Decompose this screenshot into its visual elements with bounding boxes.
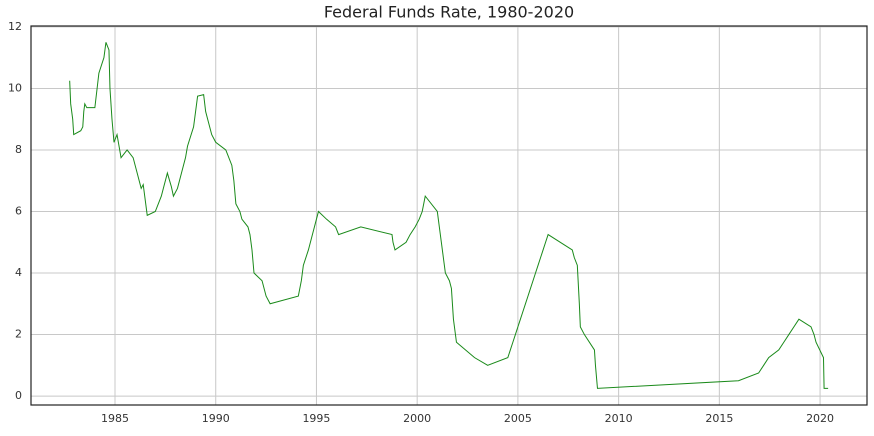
y-tick-label: 10 xyxy=(8,81,22,94)
x-tick-label: 2010 xyxy=(605,412,633,425)
x-tick-label: 2000 xyxy=(403,412,431,425)
x-tick-label: 1995 xyxy=(302,412,330,425)
y-tick-label: 0 xyxy=(15,389,22,402)
y-tick-label: 6 xyxy=(15,205,22,218)
x-tick-label: 2015 xyxy=(705,412,733,425)
x-tick-label: 1985 xyxy=(101,412,129,425)
chart-title: Federal Funds Rate, 1980-2020 xyxy=(324,3,574,22)
plot-frame xyxy=(30,25,868,406)
x-tick-label: 2020 xyxy=(806,412,834,425)
x-tick-label: 2005 xyxy=(504,412,532,425)
y-tick-label: 4 xyxy=(15,266,22,279)
y-tick-label: 8 xyxy=(15,143,22,156)
y-tick-label: 12 xyxy=(8,20,22,33)
line xyxy=(69,42,829,389)
y-tick-label: 2 xyxy=(15,328,22,341)
x-tick-label: 1990 xyxy=(202,412,230,425)
